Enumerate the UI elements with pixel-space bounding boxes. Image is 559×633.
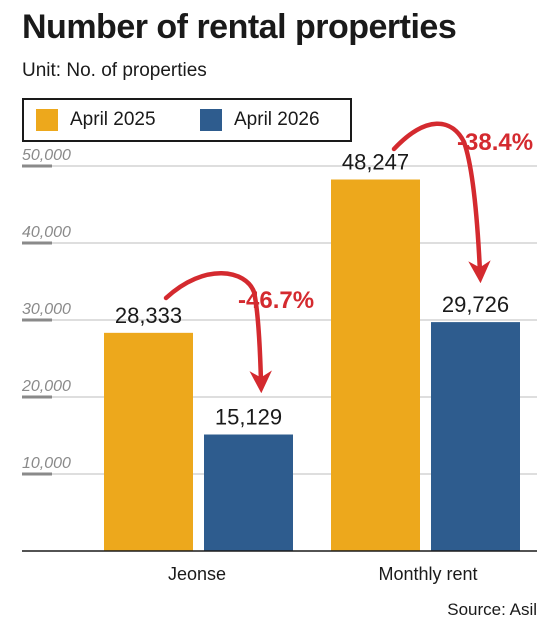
source-label: Source: Asil (447, 600, 537, 619)
xtick-label: Jeonse (168, 564, 226, 584)
bar (104, 332, 193, 551)
ytick-label: 30,000 (22, 301, 71, 318)
legend-label-april-2026: April 2026 (234, 109, 320, 130)
ytick-label: 40,000 (22, 224, 71, 241)
legend-swatch-april-2026 (200, 109, 222, 131)
legend-label-april-2025: April 2025 (70, 109, 156, 130)
bar (431, 322, 520, 551)
ytick-label: 10,000 (22, 455, 71, 472)
change-arrow (163, 271, 272, 394)
legend-item-april-2026: April 2026 (200, 100, 320, 140)
change-label: -38.4% (457, 129, 533, 156)
change-label: -46.7% (238, 287, 314, 314)
chart-title: Number of rental properties (22, 8, 457, 46)
ytick-label: 50,000 (22, 147, 71, 164)
bar-value-label: 15,129 (215, 405, 282, 430)
change-arrow (391, 121, 491, 284)
legend-item-april-2025: April 2025 (36, 100, 156, 140)
chart-unit-label: Unit: No. of properties (22, 60, 207, 81)
ytick-label: 20,000 (21, 378, 71, 395)
legend: April 2025 April 2026 (22, 98, 352, 142)
bar-value-label: 28,333 (115, 303, 182, 328)
legend-swatch-april-2025 (36, 109, 58, 131)
xtick-label: Monthly rent (378, 564, 477, 584)
bar-value-label: 29,726 (442, 292, 509, 317)
bar (204, 434, 293, 551)
bar (331, 179, 420, 551)
bar-value-label: 48,247 (342, 149, 409, 174)
